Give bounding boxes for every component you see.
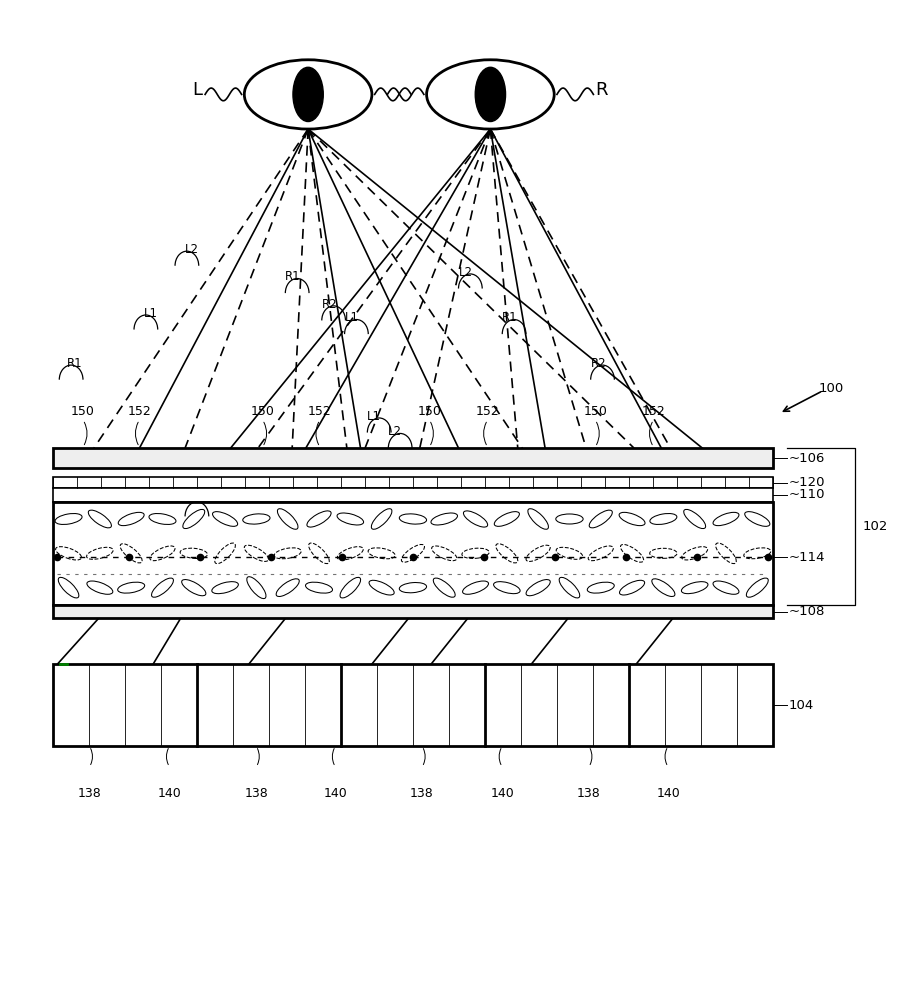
Text: 100: 100 (819, 382, 844, 395)
Text: 138: 138 (577, 787, 601, 800)
Text: R1: R1 (285, 270, 301, 283)
Text: 150: 150 (71, 405, 95, 418)
Bar (53, 448, 773, 468)
Text: 140: 140 (491, 787, 514, 800)
Text: 104: 104 (789, 699, 813, 712)
Text: ~114: ~114 (789, 551, 825, 564)
Text: 102: 102 (862, 520, 888, 533)
Text: 150: 150 (250, 405, 274, 418)
Text: ~108: ~108 (789, 605, 824, 618)
Ellipse shape (293, 67, 324, 122)
Text: 140: 140 (158, 787, 182, 800)
Text: 152: 152 (127, 405, 151, 418)
Bar (53, 502, 773, 605)
Text: ~106: ~106 (789, 452, 824, 465)
Text: R2: R2 (322, 298, 337, 311)
Text: R1: R1 (503, 311, 518, 324)
Bar (53, 488, 773, 502)
Text: 152: 152 (476, 405, 500, 418)
Text: 138: 138 (410, 787, 434, 800)
Bar (53, 605, 773, 618)
Bar (53, 477, 773, 488)
Text: 152: 152 (642, 405, 666, 418)
Text: 152: 152 (308, 405, 332, 418)
Text: ~110: ~110 (789, 488, 825, 501)
Text: L1: L1 (144, 307, 158, 320)
Text: L1: L1 (368, 410, 381, 423)
Text: L2: L2 (388, 425, 403, 438)
Text: 150: 150 (583, 405, 607, 418)
Text: 138: 138 (244, 787, 268, 800)
Text: L: L (192, 81, 202, 99)
Text: R: R (595, 81, 608, 99)
Text: R1: R1 (67, 357, 83, 370)
Bar (53, 664, 773, 746)
Text: L1: L1 (345, 311, 359, 324)
Text: 140: 140 (324, 787, 348, 800)
Text: R2: R2 (185, 493, 201, 506)
Text: 140: 140 (657, 787, 680, 800)
Text: ~120: ~120 (789, 476, 825, 489)
Text: R2: R2 (591, 357, 606, 370)
Text: 138: 138 (78, 787, 101, 800)
Text: L2: L2 (184, 243, 199, 256)
Text: 150: 150 (417, 405, 441, 418)
Ellipse shape (475, 67, 505, 122)
Text: L2: L2 (458, 266, 472, 279)
